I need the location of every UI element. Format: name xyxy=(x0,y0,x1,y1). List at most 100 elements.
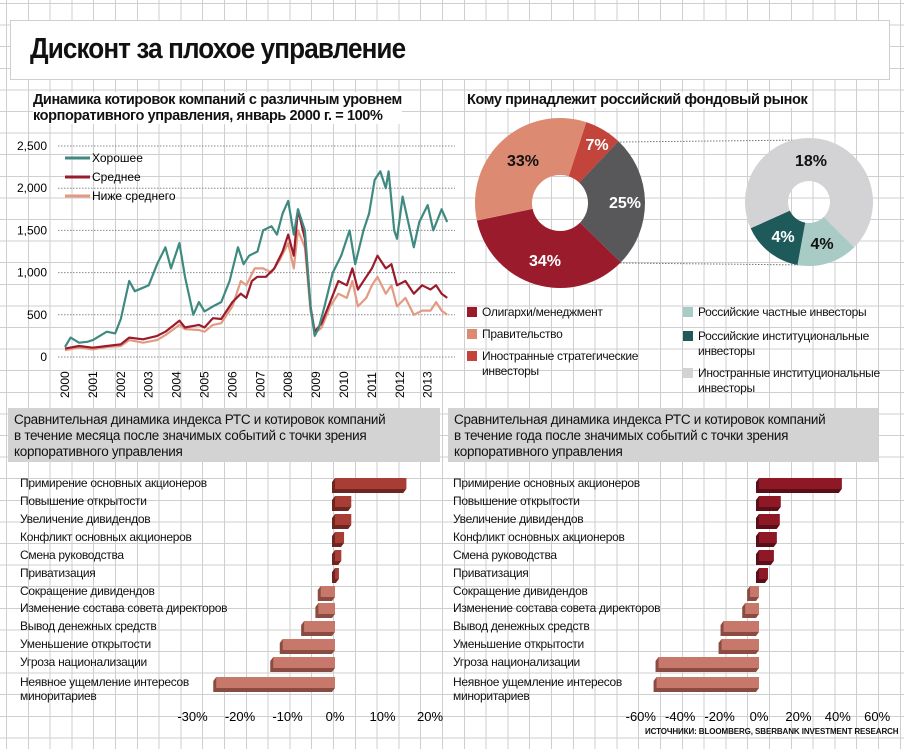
x-tick-label: 20% xyxy=(417,709,443,724)
bar xyxy=(723,621,759,632)
x-tick-label: 2009 xyxy=(309,371,323,398)
legend-swatch xyxy=(683,307,693,317)
bar-category-label: Неявное ущемление интересов миноритариев xyxy=(20,675,189,703)
x-tick-label: 2007 xyxy=(253,371,267,398)
y-tick-label: 500 xyxy=(27,308,47,322)
bar xyxy=(282,639,335,650)
bar-category-label: Уменьшение открытости xyxy=(453,637,584,651)
x-tick-label: 2006 xyxy=(225,371,239,398)
bar-category-label: Приватизация xyxy=(20,566,96,580)
bar-category-label: Повышение открытости xyxy=(20,494,147,508)
bar xyxy=(335,550,342,561)
x-tick-label: 2012 xyxy=(393,371,407,398)
bar-category-label: Вывод денежных средств xyxy=(20,619,157,633)
slice-label: 7% xyxy=(585,137,608,154)
bar xyxy=(759,568,768,579)
legend-swatch xyxy=(467,307,477,317)
header-line: корпоративного управления xyxy=(454,444,623,459)
bar xyxy=(216,677,335,688)
donut-slice xyxy=(579,141,645,263)
legend-label: Хорошее xyxy=(92,151,143,165)
x-tick-label: 20% xyxy=(785,709,811,724)
bar xyxy=(335,478,407,489)
line-chart-title-line1: Динамика котировок компаний с различным … xyxy=(33,92,402,108)
x-tick-label: -10% xyxy=(272,709,303,724)
legend-swatch xyxy=(467,329,477,339)
connector-line xyxy=(619,139,809,143)
legend-swatch xyxy=(683,368,693,378)
x-tick-label: 10% xyxy=(369,709,395,724)
title-box xyxy=(10,20,890,80)
x-tick-label: 2005 xyxy=(198,371,212,398)
bar xyxy=(750,586,759,597)
slice-label: 18% xyxy=(795,153,827,170)
bar xyxy=(759,550,774,561)
x-tick-label: 0% xyxy=(750,709,769,724)
slice-label: 34% xyxy=(529,253,561,270)
slice-label: 33% xyxy=(507,153,539,170)
x-tick-label: 2003 xyxy=(142,371,156,398)
bar-left-header: Сравнительная динамика индекса РТС и кот… xyxy=(8,408,440,462)
slice-label: 4% xyxy=(771,229,794,246)
donut-slice xyxy=(745,137,874,248)
bar-category-label: Уменьшение открытости xyxy=(20,637,151,651)
series-line-1 xyxy=(64,208,448,350)
x-tick-label: 0% xyxy=(326,709,345,724)
legend-label: Олигархи/менеджмент xyxy=(482,305,603,319)
header-line: в течение месяца после значимых событий … xyxy=(14,428,367,443)
header-line: Сравнительная динамика индекса РТС и кот… xyxy=(14,412,386,427)
bar xyxy=(656,677,759,688)
legend-label: Иностранные стратегические инвесторы xyxy=(482,349,639,378)
bar xyxy=(318,603,335,614)
x-tick-label: 2001 xyxy=(86,371,100,398)
page-title: Дисконт за плохое управление xyxy=(30,33,406,65)
x-tick-label: -40% xyxy=(665,709,696,724)
bar-category-label: Смена руководства xyxy=(453,548,557,562)
header-line: корпоративного управления xyxy=(14,444,183,459)
bar xyxy=(721,639,759,650)
bar-category-label: Сокращение дивидендов xyxy=(20,584,155,598)
x-tick-label: 2013 xyxy=(421,371,435,398)
x-tick-label: 2011 xyxy=(365,372,379,398)
line-chart-title-line2: корпоративного управления, январь 2000 г… xyxy=(33,108,383,124)
bar-category-label: Вывод денежных средств xyxy=(453,619,590,633)
y-tick-label: 1,500 xyxy=(17,223,47,237)
bar-category-label: Изменение состава совета директоров xyxy=(20,601,228,615)
bar xyxy=(335,568,339,579)
bar-category-label: Конфликт основных акционеров xyxy=(453,530,625,544)
bar-category-label: Изменение состава совета директоров xyxy=(453,601,661,615)
x-tick-label: 2004 xyxy=(170,371,184,398)
header-line: Сравнительная динамика индекса РТС и кот… xyxy=(454,412,826,427)
donut-slice xyxy=(568,122,619,183)
bar xyxy=(335,496,352,507)
y-tick-label: 2,500 xyxy=(17,139,47,153)
bar xyxy=(273,657,335,668)
legend-label: Иностранные институциональные инвесторы xyxy=(698,366,880,395)
x-tick-label: 2002 xyxy=(114,371,128,398)
series-line-0 xyxy=(64,170,449,348)
legend-label: Среднее xyxy=(92,170,141,184)
legend-label: Ниже среднего xyxy=(92,189,176,203)
donut-slice xyxy=(750,210,806,265)
x-tick-label: 2008 xyxy=(281,371,295,398)
donut-slice xyxy=(797,216,855,266)
bar xyxy=(759,532,777,543)
legend-label: Российские институциональные инвесторы xyxy=(698,329,870,358)
bar-category-label: Неявное ущемление интересов миноритариев xyxy=(453,675,622,703)
x-tick-label: -20% xyxy=(704,709,735,724)
bar xyxy=(759,496,781,507)
bar-category-label: Примирение основных акционеров xyxy=(20,476,207,490)
header-line: в течение года после значимых событий с … xyxy=(454,428,789,443)
x-tick-label: -20% xyxy=(225,709,256,724)
bar xyxy=(745,603,759,614)
series-line-2 xyxy=(64,229,448,352)
bar-category-label: Угроза национализации xyxy=(453,655,580,669)
donut-slice xyxy=(476,208,621,288)
bar-category-label: Угроза национализации xyxy=(20,655,147,669)
bar xyxy=(335,532,345,543)
bar xyxy=(335,514,352,525)
source-note: ИСТОЧНИКИ: BLOOMBERG, SBERBANK INVESTMEN… xyxy=(645,727,899,736)
bar xyxy=(759,514,780,525)
bar-category-label: Повышение открытости xyxy=(453,494,580,508)
